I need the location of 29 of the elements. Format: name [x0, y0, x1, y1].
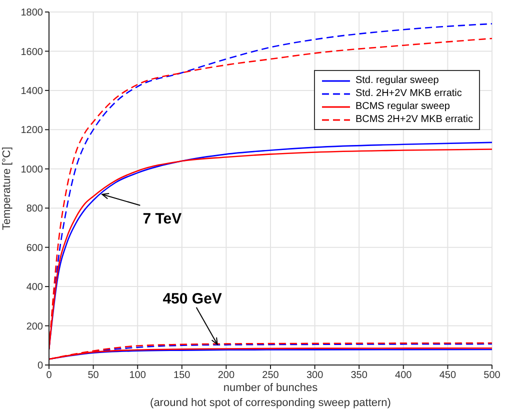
legend-label: BCMS 2H+2V MKB erratic — [355, 114, 473, 125]
y-axis-title: Temperature [°C] — [0, 146, 13, 230]
x-tick-label: 300 — [306, 370, 324, 382]
x-axis-title: number of bunches (around hot spot of corresponding sweep pattern) — [150, 382, 391, 409]
y-tick-label: 1600 — [20, 46, 44, 58]
x-tick-label: 100 — [129, 370, 146, 382]
y-tick-label: 1400 — [20, 86, 44, 97]
x-tick-label: 0 — [46, 370, 52, 382]
x-tick-label: 150 — [174, 370, 191, 382]
x-tick-label: 350 — [350, 370, 368, 382]
y-tick-label: 1800 — [20, 8, 44, 19]
legend-label: Std. regular sweep — [355, 75, 439, 86]
legend-label: Std. 2H+2V MKB erratic — [355, 88, 462, 99]
x-tick-label: 500 — [484, 370, 501, 382]
y-tick-label: 600 — [26, 242, 44, 254]
x-tick-label: 450 — [439, 370, 456, 382]
annotation: 450 GeV — [162, 290, 222, 308]
y-tick-label: 800 — [26, 204, 44, 215]
y-tick-label: 400 — [26, 282, 44, 294]
x-tick-label: 200 — [218, 370, 235, 382]
x-tick-label: 400 — [395, 370, 412, 382]
legend-label: BCMS regular sweep — [355, 101, 450, 112]
y-tick-label: 0 — [37, 360, 44, 372]
y-tick-label: 1200 — [20, 125, 44, 136]
y-tick-label: 200 — [26, 321, 44, 332]
annotation: 7 TeV — [142, 210, 182, 228]
y-tick-label: 1000 — [20, 164, 44, 176]
x-tick-label: 250 — [262, 370, 280, 382]
x-tick-label: 50 — [88, 370, 100, 382]
